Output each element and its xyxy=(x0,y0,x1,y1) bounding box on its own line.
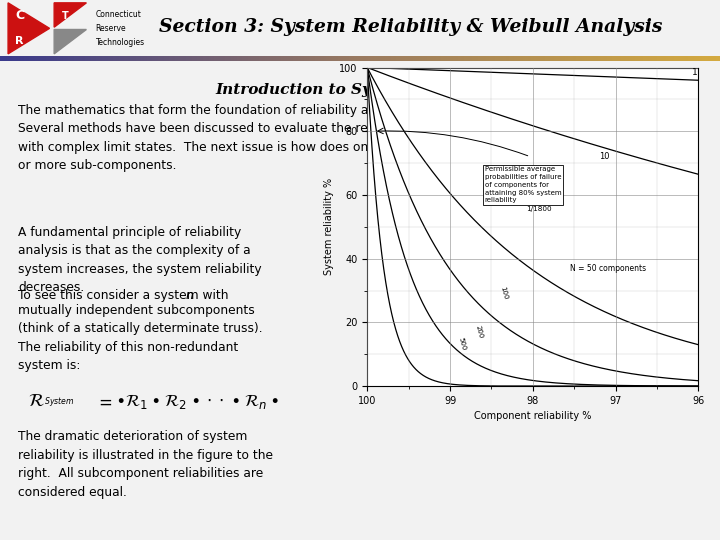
Text: 10: 10 xyxy=(599,152,610,161)
Text: mutually independent subcomponents
(think of a statically determinate truss).
Th: mutually independent subcomponents (thin… xyxy=(18,303,263,372)
Text: C: C xyxy=(15,9,24,22)
Text: $\bullet\mathcal{R}_1\bullet\mathcal{R}_2\bullet\cdot\cdot\bullet\mathcal{R}_n\b: $\bullet\mathcal{R}_1\bullet\mathcal{R}_… xyxy=(115,393,279,411)
Text: Reserve: Reserve xyxy=(96,24,126,33)
Text: The mathematics that form the foundation of reliability analysis has been presen: The mathematics that form the foundation… xyxy=(18,104,552,172)
Text: Introduction to System Reliability: Introduction to System Reliability xyxy=(215,83,505,97)
Text: R: R xyxy=(15,36,24,46)
Text: The dramatic deterioration of system
reliability is illustrated in the figure to: The dramatic deterioration of system rel… xyxy=(18,430,273,499)
Text: T: T xyxy=(63,11,69,21)
Text: Technologies: Technologies xyxy=(96,38,145,47)
Text: To see this consider a system with: To see this consider a system with xyxy=(18,288,233,301)
X-axis label: Component reliability %: Component reliability % xyxy=(474,411,592,421)
Text: $\mathcal{R}$: $\mathcal{R}$ xyxy=(28,393,45,410)
Text: 200: 200 xyxy=(474,325,484,340)
Text: 100: 100 xyxy=(499,286,508,300)
Y-axis label: System reliability %: System reliability % xyxy=(323,178,333,275)
Text: Section 3: System Reliability & Weibull Analysis: Section 3: System Reliability & Weibull … xyxy=(158,18,662,36)
Text: Connecticut: Connecticut xyxy=(96,10,142,19)
Text: A fundamental principle of reliability
analysis is that as the complexity of a
s: A fundamental principle of reliability a… xyxy=(18,226,261,294)
Text: $_{System}$: $_{System}$ xyxy=(44,395,75,410)
Text: 1/45
1/225
1/450
1/900
1/1350
1/1800: 1/45 1/225 1/450 1/900 1/1350 1/1800 xyxy=(526,166,552,212)
Text: 500: 500 xyxy=(458,336,467,351)
Text: n: n xyxy=(186,288,194,301)
Polygon shape xyxy=(8,3,50,54)
Text: N = 50 components: N = 50 components xyxy=(570,265,646,273)
Text: $=$: $=$ xyxy=(95,393,112,410)
Text: 1: 1 xyxy=(692,68,698,77)
Text: Permissible average
probabilities of failure
of components for
attaining 80% sys: Permissible average probabilities of fai… xyxy=(485,166,562,203)
Polygon shape xyxy=(54,3,86,27)
Polygon shape xyxy=(54,30,86,54)
